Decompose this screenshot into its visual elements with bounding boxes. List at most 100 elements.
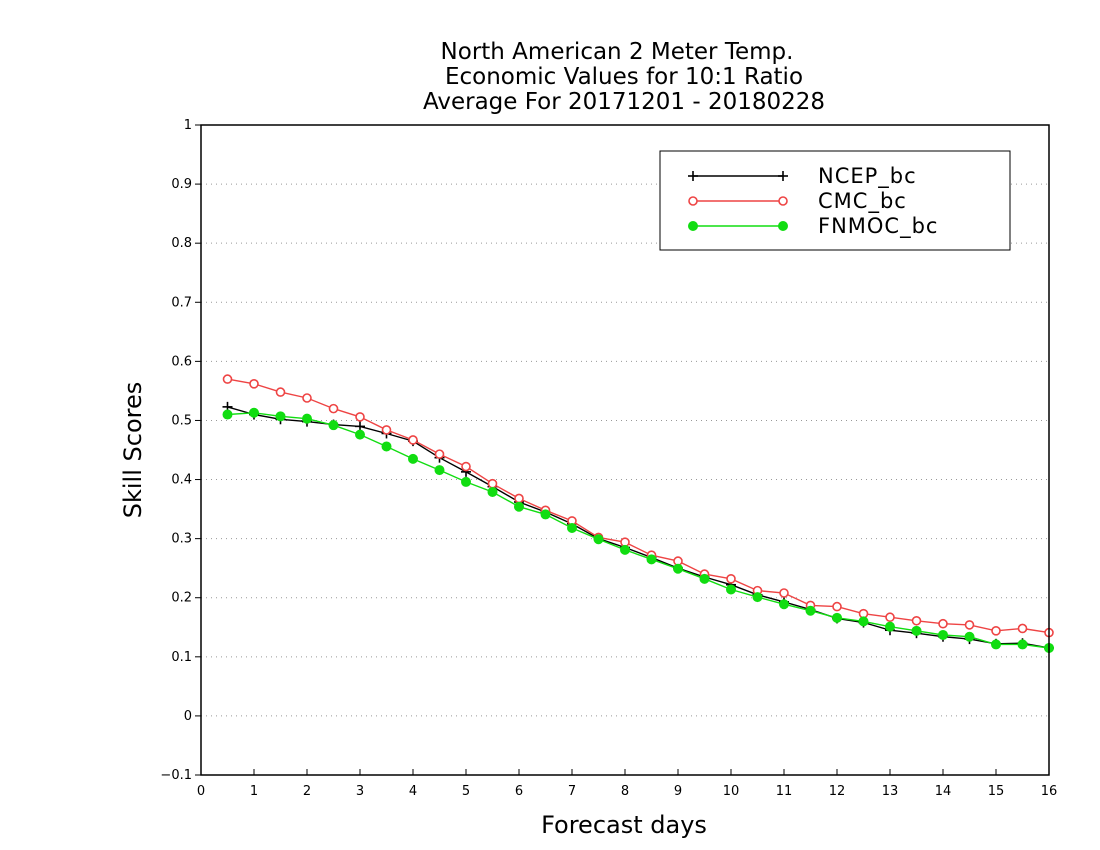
- y-tick-label: 0.3: [171, 532, 192, 547]
- legend-item: CMC_bc: [688, 189, 907, 214]
- data-point: [752, 592, 763, 603]
- data-point: [302, 413, 312, 424]
- data-point: [408, 453, 418, 464]
- data-point: [911, 615, 922, 626]
- data-point: [540, 509, 551, 520]
- data-point: [778, 171, 788, 181]
- data-point: [249, 379, 259, 389]
- x-tick-label: 16: [1041, 784, 1058, 799]
- title-line-3: Average For 20171201 - 20180228: [423, 89, 825, 115]
- data-point: [1017, 623, 1028, 634]
- data-point: [688, 171, 698, 181]
- data-point: [805, 605, 816, 616]
- data-point: [858, 616, 869, 627]
- y-tick-label: 0.6: [171, 354, 192, 369]
- y-axis-title: Skill Scores: [119, 382, 147, 519]
- data-point: [222, 409, 233, 420]
- y-tick-label: 0.1: [171, 650, 192, 665]
- x-tick-label: 1: [250, 784, 258, 799]
- series-line: [227, 412, 1050, 649]
- data-point: [487, 486, 498, 497]
- data-point: [673, 563, 683, 574]
- legend-label: NCEP_bc: [818, 164, 917, 189]
- data-point: [593, 534, 604, 545]
- y-tick-label: −0.1: [160, 768, 192, 783]
- data-point: [514, 493, 524, 504]
- series-line: [227, 406, 1050, 649]
- title-line-2: Economic Values for 10:1 Ratio: [445, 64, 803, 90]
- data-point: [885, 612, 895, 623]
- x-tick-label: 4: [409, 784, 417, 799]
- y-axis: −0.1 0 0.1 0.2 0.3 0.4 0.5 0.6 0.7 0.8 0.9 1: [160, 118, 201, 783]
- series-fnmoc-bc: [222, 407, 1054, 653]
- data-point: [461, 476, 471, 487]
- data-point: [381, 425, 392, 435]
- y-tick-label: 0: [184, 709, 192, 724]
- data-point: [778, 221, 788, 231]
- x-tick-label: 14: [935, 784, 952, 799]
- x-tick-label: 12: [829, 784, 846, 799]
- data-point: [699, 573, 710, 584]
- data-point: [275, 387, 286, 397]
- y-tick-label: 0.8: [171, 236, 192, 251]
- series-layer: [222, 374, 1054, 653]
- y-tick-label: 1: [184, 118, 192, 133]
- series-cmc-bc: [222, 374, 1054, 638]
- data-point: [778, 196, 788, 206]
- y-tick-label: 0.7: [171, 295, 192, 310]
- data-point: [991, 626, 1001, 636]
- data-point: [726, 574, 736, 584]
- x-tick-label: 11: [776, 784, 793, 799]
- x-tick-label: 10: [723, 784, 740, 799]
- data-point: [249, 407, 259, 418]
- data-point: [275, 411, 286, 422]
- data-point: [355, 429, 365, 440]
- data-point: [688, 221, 698, 231]
- x-tick-label: 2: [303, 784, 311, 799]
- data-point: [991, 639, 1001, 650]
- data-point: [832, 601, 842, 612]
- data-point: [514, 501, 524, 512]
- data-point: [885, 621, 895, 632]
- data-point: [620, 544, 630, 555]
- x-tick-label: 15: [988, 784, 1005, 799]
- data-point: [381, 441, 392, 452]
- gridlines: [201, 183, 1049, 717]
- data-point: [355, 412, 365, 422]
- x-tick-label: 9: [674, 784, 682, 799]
- legend-label: CMC_bc: [818, 189, 907, 214]
- data-point: [964, 631, 975, 642]
- data-point: [302, 393, 312, 403]
- data-point: [408, 435, 418, 445]
- data-point: [434, 465, 445, 476]
- data-point: [779, 588, 789, 598]
- series-line: [227, 378, 1050, 634]
- series-ncep-bc: [222, 401, 1054, 653]
- data-point: [646, 554, 657, 565]
- data-point: [964, 620, 975, 630]
- data-point: [911, 625, 922, 636]
- x-tick-label: 6: [515, 784, 523, 799]
- x-axis-title: Forecast days: [541, 811, 707, 839]
- data-point: [567, 523, 577, 533]
- data-point: [688, 196, 698, 206]
- data-point: [487, 478, 498, 489]
- legend-item: FNMOC_bc: [688, 214, 937, 239]
- legend-item: NCEP_bc: [688, 164, 917, 189]
- title-line-1: North American 2 Meter Temp.: [441, 39, 794, 65]
- y-tick-label: 0.2: [171, 591, 192, 606]
- y-tick-label: 0.5: [171, 413, 192, 428]
- x-tick-label: 7: [568, 784, 576, 799]
- data-point: [222, 374, 233, 384]
- y-tick-label: 0.4: [171, 473, 192, 488]
- data-point: [938, 629, 948, 640]
- x-axis: 0 1 2 3 4 5 6 7 8 9 10 11 12 13 14 15 16: [197, 769, 1057, 799]
- data-point: [726, 584, 736, 595]
- data-point: [328, 420, 339, 431]
- data-point: [779, 599, 789, 610]
- chart-title: North American 2 Meter Temp. Economic Va…: [423, 39, 825, 115]
- x-tick-label: 8: [621, 784, 629, 799]
